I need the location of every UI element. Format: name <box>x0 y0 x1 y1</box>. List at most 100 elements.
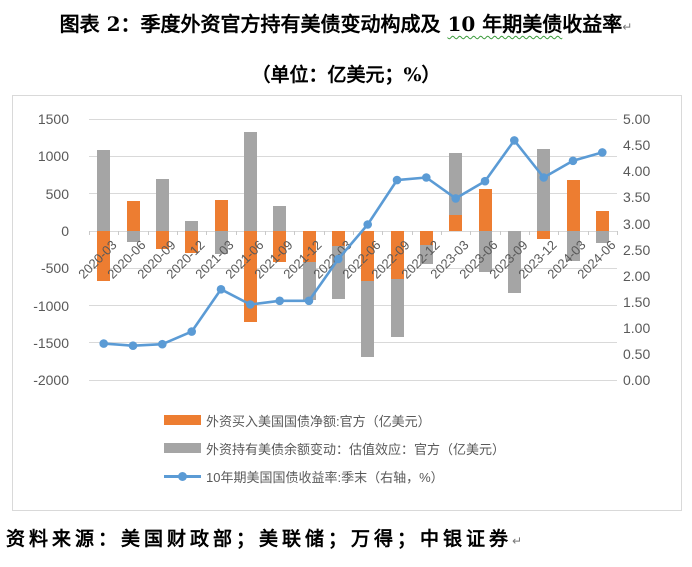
yield-marker <box>246 300 255 309</box>
bar-net-purchases <box>97 231 111 281</box>
axis-tick <box>470 231 472 235</box>
yield-marker <box>128 341 138 350</box>
legend-label-valuation-effect: 外资持有美债余额变动：估值效应：官方（亿美元） <box>206 441 506 457</box>
yield-marker <box>99 339 108 348</box>
bar-valuation-effect <box>419 244 433 264</box>
secondary-axis-label: 0.00 <box>623 372 651 389</box>
bar-valuation-effect <box>126 231 140 243</box>
yield-marker <box>422 173 431 182</box>
bar-valuation-effect <box>390 279 404 337</box>
chart: 外资买入美国国债净额:官方（亿美元） 外资持有美债余额变动：估值效应：官方（亿美… <box>12 95 682 511</box>
bar-valuation-effect <box>185 220 199 231</box>
bar-valuation-effect <box>507 231 521 293</box>
legend-dot-icon <box>178 471 187 481</box>
bar-net-purchases <box>390 231 404 280</box>
legend-swatch-gray-bar <box>164 443 201 453</box>
legend: 外资买入美国国债净额:官方（亿美元） 外资持有美债余额变动：估值效应：官方（亿美… <box>164 406 505 490</box>
yield-marker <box>187 327 196 336</box>
axis-tick <box>177 231 178 235</box>
y-axis-label: 1500 <box>37 111 69 128</box>
axis-tick <box>118 231 120 235</box>
bar-valuation-effect <box>243 132 257 231</box>
bar-net-purchases <box>361 231 375 281</box>
gridline <box>89 342 617 344</box>
yield-line-layer <box>99 136 607 350</box>
bar-valuation-effect <box>537 148 551 231</box>
yield-marker <box>539 173 548 182</box>
axis-tick <box>587 231 589 235</box>
axis-tick <box>558 231 560 235</box>
yield-marker <box>568 156 578 166</box>
figure-title: 图表 2：季度外资官方持有美债变动构成及 10 年期美债收益率↵ <box>0 8 692 37</box>
bar-net-purchases <box>302 231 316 262</box>
secondary-axis-label: 2.50 <box>623 241 651 258</box>
gridline <box>89 155 617 157</box>
bar-valuation-effect <box>595 231 609 243</box>
y-axis-label: -500 <box>40 260 69 277</box>
axis-tick <box>382 231 384 235</box>
legend-swatch-line-marker <box>164 471 201 482</box>
legend-label-net-purchases: 外资买入美国国债净额:官方（亿美元） <box>206 413 431 429</box>
legend-label-yield-line: 10年期美国国债收益率:季末（右轴，%） <box>206 469 444 485</box>
axis-tick <box>147 231 149 235</box>
bar-net-purchases <box>331 231 345 246</box>
secondary-axis-label: 2.00 <box>623 267 651 284</box>
axis-tick <box>235 231 237 235</box>
axis-tick <box>89 231 90 235</box>
yield-marker <box>510 136 519 145</box>
title-text-after: 收益率 <box>562 12 623 36</box>
yield-line <box>102 139 604 347</box>
bar-net-purchases <box>126 201 140 231</box>
y-axis-label: 0 <box>61 223 69 239</box>
source-note: 资料来源：美国财政部；美联储；万得；中银证券↵ <box>6 524 692 551</box>
bar-net-purchases <box>449 215 463 231</box>
legend-item-net-purchases: 外资买入美国国债净额:官方（亿美元） <box>164 406 505 434</box>
secondary-axis-label: 3.50 <box>623 189 651 206</box>
yield-marker <box>275 296 284 306</box>
bar-net-purchases <box>243 231 257 322</box>
secondary-axis-label: 4.00 <box>623 163 651 180</box>
legend-swatch-orange-bar <box>164 415 201 425</box>
axis-tick <box>411 231 413 235</box>
secondary-axis-label: 5.00 <box>623 111 651 127</box>
bar-valuation-effect <box>273 206 287 231</box>
bar-valuation-effect <box>155 178 169 231</box>
yield-marker <box>598 148 607 157</box>
gridline <box>89 267 617 269</box>
bar-net-purchases <box>478 188 492 231</box>
figure-subtitle: （单位：亿美元；%） <box>251 64 441 86</box>
bar-net-purchases <box>566 179 580 231</box>
axis-tick <box>499 231 501 235</box>
secondary-axis-label: 0.50 <box>623 346 651 363</box>
bar-valuation-effect <box>361 281 375 358</box>
bar-net-purchases <box>185 231 199 254</box>
axis-tick <box>353 231 354 235</box>
axis-tick <box>617 231 618 235</box>
yield-marker <box>451 194 461 203</box>
gridline <box>89 193 617 195</box>
legend-item-yield-line: 10年期美国国债收益率:季末（右轴，%） <box>164 462 505 490</box>
bar-net-purchases <box>595 211 609 231</box>
axis-tick <box>441 231 442 235</box>
y-axis-label: -1000 <box>33 297 69 314</box>
axis-tick <box>294 231 296 235</box>
y-axis-label: 1000 <box>37 148 69 165</box>
bar-valuation-effect <box>478 231 492 273</box>
yield-marker <box>363 220 373 229</box>
y-axis-label: -2000 <box>33 372 69 389</box>
gridline <box>89 379 617 381</box>
title-text-wavy-underlined: 10 年期美债 <box>447 12 563 36</box>
paragraph-mark-icon: ↵ <box>622 20 633 34</box>
yield-marker <box>158 339 167 349</box>
yield-marker <box>304 296 314 306</box>
legend-item-valuation-effect: 外资持有美债余额变动：估值效应：官方（亿美元） <box>164 434 505 462</box>
axis-tick <box>529 231 530 235</box>
bar-valuation-effect <box>566 231 580 261</box>
bar-valuation-effect <box>97 149 111 231</box>
gridline <box>89 118 617 120</box>
paragraph-mark-icon: ↵ <box>512 534 527 548</box>
bar-net-purchases <box>273 231 287 263</box>
y-axis-label: -1500 <box>33 334 69 351</box>
axis-tick <box>265 231 266 235</box>
